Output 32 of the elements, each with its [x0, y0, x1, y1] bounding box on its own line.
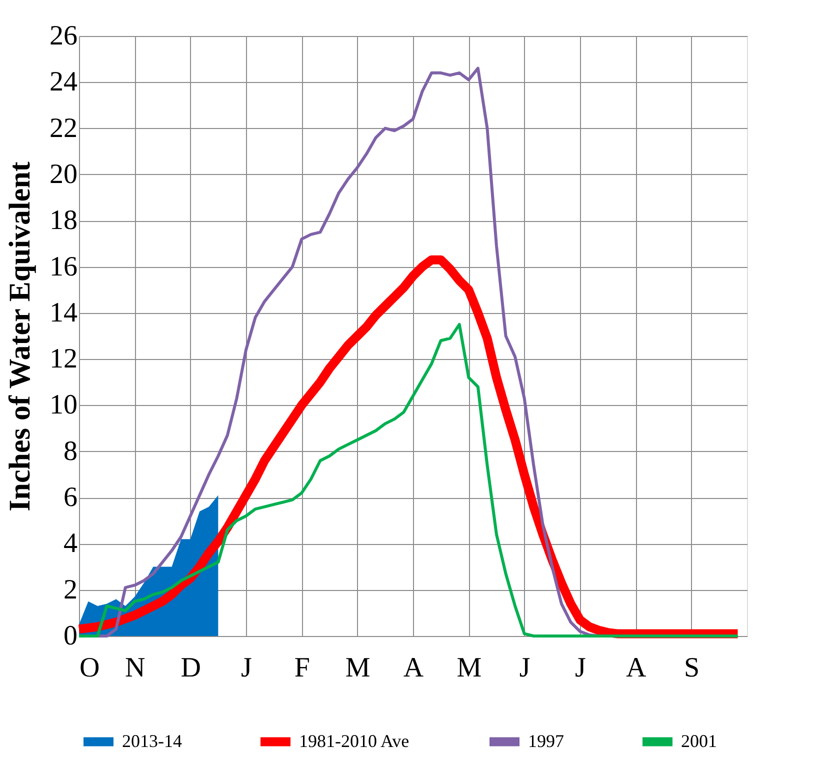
y-tick-label: 26	[50, 20, 78, 52]
y-tick-label: 22	[50, 112, 78, 144]
y-tick-label: 4	[64, 528, 78, 560]
x-tick-label: M	[345, 652, 370, 684]
x-tick-label: A	[403, 652, 424, 684]
legend-label: 2013-14	[122, 730, 182, 751]
y-tick-label: 16	[50, 251, 78, 282]
x-tick-label: D	[180, 652, 201, 684]
x-tick-label: J	[241, 652, 252, 684]
x-tick-label: A	[626, 652, 648, 684]
x-tick-label: N	[125, 652, 146, 684]
legend-label: 1997	[528, 730, 564, 751]
y-tick-label: 24	[50, 66, 78, 98]
y-axis-title: Inches of Water Equivalent	[4, 162, 36, 512]
y-tick-label: 18	[50, 205, 78, 236]
y-tick-label: 14	[50, 297, 78, 328]
x-tick-label: M	[456, 652, 482, 684]
legend-label: 1981-2010 Ave	[299, 730, 410, 751]
y-tick-label: 2	[64, 574, 78, 606]
x-tick-label: J	[575, 652, 586, 684]
line-series	[78, 322, 740, 638]
y-tick-label: 0	[64, 620, 78, 652]
x-tick-label: O	[80, 652, 100, 684]
x-tick-label: F	[294, 652, 310, 684]
x-tick-label: J	[519, 652, 530, 684]
y-tick-label: 20	[50, 158, 78, 190]
y-tick-label: 6	[64, 482, 78, 514]
y-tick-label: 8	[64, 436, 78, 467]
y-tick-label: 10	[50, 390, 78, 421]
y-tick-label: 12	[50, 344, 78, 375]
legend-label: 2001	[681, 730, 717, 751]
x-tick-label: S	[684, 652, 700, 684]
